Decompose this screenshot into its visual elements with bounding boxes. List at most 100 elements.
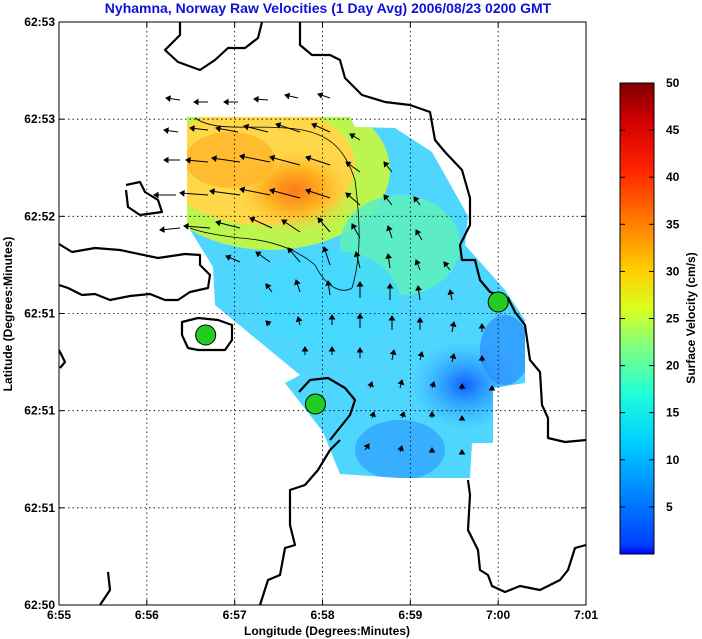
velocity-arrowhead [317, 217, 324, 224]
x-axis-ticks: 6:55 6:56 6:57 6:58 6:59 7:00 7:01 [47, 22, 598, 622]
velocity-arrowhead [215, 219, 222, 227]
velocity-arrowhead [345, 192, 352, 199]
velocity-arrowhead [165, 95, 171, 103]
colorbar-tick-label: 20 [666, 359, 680, 373]
velocity-arrowhead [294, 279, 301, 286]
velocity-arrowhead [269, 187, 276, 195]
velocity-arrowhead [449, 321, 457, 328]
velocity-arrowhead [353, 251, 361, 258]
velocity-arrowhead [383, 161, 390, 168]
velocity-arrowhead [386, 225, 393, 232]
velocity-arrow [239, 155, 271, 163]
colorbar-tick-label: 25 [666, 312, 680, 326]
velocity-arrowhead [239, 153, 246, 161]
velocity-arrowhead [351, 223, 358, 230]
velocity-arrowhead [163, 127, 169, 135]
velocity-arrowhead [153, 191, 159, 199]
velocity-arrowhead [488, 385, 496, 391]
velocity-arrowhead [397, 379, 405, 386]
velocity-arrowhead [369, 411, 376, 418]
velocity-arrowhead [322, 246, 329, 253]
velocity-arrowhead [386, 283, 394, 289]
velocity-arrowhead [349, 133, 356, 140]
velocity-arrowhead [223, 98, 229, 106]
velocity-arrowhead [458, 383, 466, 389]
y-tick-label: 62:51 [24, 307, 55, 321]
velocity-arrowhead [383, 194, 390, 201]
station-marker [304, 393, 326, 415]
velocity-arrowhead [397, 445, 404, 452]
velocity-arrowhead [356, 281, 364, 287]
velocity-arrowhead [215, 125, 222, 133]
velocity-arrowhead [305, 188, 312, 195]
y-axis-label: Latitude (Degrees:Minutes) [1, 237, 15, 392]
velocity-arrowhead [385, 253, 393, 259]
velocity-arrowhead [458, 415, 466, 421]
velocity-arrowhead [253, 95, 259, 103]
y-tick-label: 62:50 [24, 598, 55, 612]
x-tick-label: 7:01 [574, 608, 598, 622]
velocity-arrowhead [239, 186, 246, 194]
chart-title: Nyhamna, Norway Raw Velocities (1 Day Av… [105, 0, 552, 16]
velocity-arrowhead [417, 351, 425, 358]
velocity-arrowhead [311, 122, 318, 129]
y-tick-label: 62:51 [24, 404, 55, 418]
colorbar-tick-label: 10 [666, 453, 680, 467]
velocity-arrowhead [356, 347, 364, 353]
velocity-arrowhead [265, 320, 272, 327]
velocity-arrowhead [269, 154, 276, 162]
colorbar-tick-label: 30 [666, 264, 680, 278]
velocity-arrowhead [413, 196, 420, 203]
velocity-arrowhead [163, 156, 169, 164]
velocity-arrowhead [367, 381, 374, 388]
x-tick-label: 6:58 [310, 608, 334, 622]
velocity-arrowhead [211, 155, 217, 163]
colorbar-ticks: 5 10 15 20 25 30 35 40 45 50 [620, 76, 680, 514]
velocity-arrowhead [458, 449, 466, 455]
velocity-vectors [153, 92, 496, 455]
radar-stations [195, 291, 509, 415]
x-tick-label: 6:55 [47, 608, 71, 622]
velocity-arrowhead [443, 261, 450, 268]
colorbar-label: Surface Velocity (cm/s) [684, 252, 698, 383]
velocity-arrowhead [414, 259, 421, 266]
velocity-arrowhead [449, 353, 457, 360]
velocity-arrowhead [356, 313, 364, 319]
velocity-arrowhead [193, 98, 199, 106]
velocity-arrowhead [225, 254, 232, 261]
velocity-arrowhead [478, 355, 486, 361]
velocity-arrowhead [301, 346, 309, 352]
x-tick-label: 7:00 [486, 608, 510, 622]
velocity-arrowhead [287, 247, 294, 254]
velocity-arrowhead [284, 92, 291, 100]
velocity-arrowhead [305, 155, 312, 162]
velocity-arrowhead [209, 188, 215, 195]
velocity-arrowhead [325, 280, 333, 286]
velocity-arrowhead [363, 443, 370, 450]
velocity-arrow [179, 192, 209, 196]
velocity-arrowhead [249, 216, 256, 223]
velocity-arrowhead [388, 315, 396, 321]
velocity-arrowhead [447, 289, 455, 296]
contour-line [189, 117, 360, 291]
colorbar-tick-label: 45 [666, 123, 680, 137]
velocity-arrowhead [295, 316, 303, 323]
y-axis-ticks: 62:50 62:51 62:51 62:51 62:52 62:53 62:53 [24, 15, 586, 612]
velocity-arrowhead [189, 125, 195, 132]
velocity-arrowhead [265, 283, 272, 290]
velocity-arrowhead [185, 157, 191, 164]
velocity-arrowhead [389, 349, 397, 356]
velocity-arrowhead [317, 92, 324, 99]
velocity-arrowhead [429, 381, 436, 388]
velocity-arrowhead [428, 447, 436, 453]
velocity-arrowhead [275, 122, 282, 129]
colorbar-tick-label: 50 [666, 76, 680, 90]
x-tick-label: 6:57 [223, 608, 247, 622]
velocity-arrowhead [255, 251, 262, 258]
velocity-arrowhead [183, 222, 189, 230]
velocity-arrow [211, 157, 241, 163]
velocity-arrow [269, 189, 301, 199]
y-tick-label: 62:53 [24, 15, 55, 29]
x-axis-label: Longitude (Degrees:Minutes) [244, 624, 410, 638]
